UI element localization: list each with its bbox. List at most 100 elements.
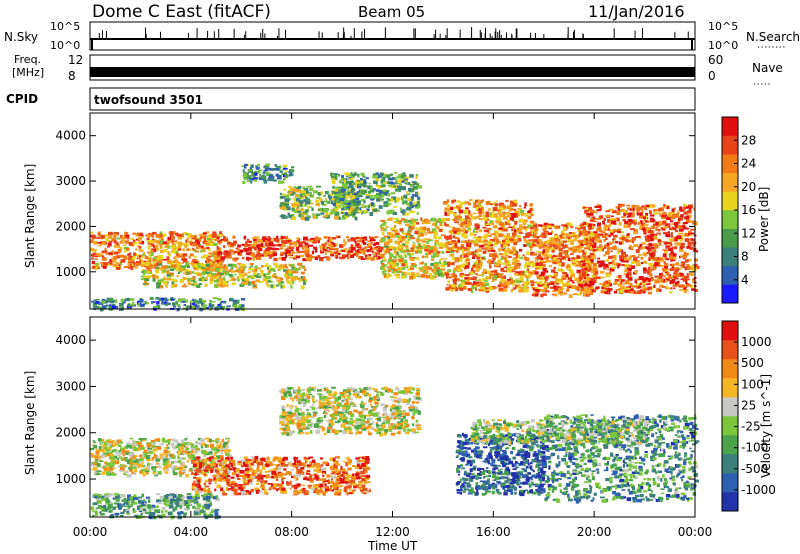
power-echo-cell xyxy=(608,291,611,295)
power-echo-cell xyxy=(530,203,533,207)
power-echo-cell xyxy=(369,186,373,190)
power-echo-cell xyxy=(562,235,565,238)
power-echo-cell xyxy=(470,239,474,244)
power-echo-cell xyxy=(665,245,670,249)
power-echo-cell xyxy=(182,259,186,263)
power-echo-cell xyxy=(453,281,457,286)
power-echo-cell xyxy=(492,257,495,260)
power-echo-cell xyxy=(457,268,462,272)
power-echo-cell xyxy=(522,254,525,257)
power-echo-cell xyxy=(589,246,594,250)
power-echo-cell xyxy=(588,287,593,290)
power-echo-cell xyxy=(278,257,283,260)
power-echo-cell xyxy=(313,246,318,250)
power-echo-cell xyxy=(665,287,670,290)
power-echo-cell xyxy=(532,243,536,247)
power-echo-cell xyxy=(111,237,117,242)
power-echo-cell xyxy=(365,177,369,180)
power-echo-cell xyxy=(294,242,297,247)
power-echo-cell xyxy=(664,256,667,260)
power-echo-cell xyxy=(283,188,287,191)
power-echo-cell xyxy=(198,273,202,277)
power-echo-cell xyxy=(531,293,536,297)
power-echo-cell xyxy=(472,252,477,257)
power-echo-cell xyxy=(383,192,388,196)
power-echo-cell xyxy=(465,262,469,266)
power-echo-cell xyxy=(166,256,170,261)
power-echo-cell xyxy=(205,242,208,247)
power-echo-cell xyxy=(675,229,679,233)
power-echo-cell xyxy=(464,247,467,251)
power-echo-cell xyxy=(447,265,451,267)
power-echo-cell xyxy=(142,283,147,285)
power-echo-cell xyxy=(471,267,474,271)
power-echo-cell xyxy=(455,249,459,253)
power-echo-cell xyxy=(135,233,138,237)
power-echo-cell xyxy=(607,219,611,223)
power-echo-cell xyxy=(382,221,387,225)
power-echo-cell xyxy=(306,215,311,218)
power-echo-cell xyxy=(582,233,585,237)
power-echo-cell xyxy=(533,223,538,228)
power-echo-cell xyxy=(152,277,156,282)
power-echo-cell xyxy=(441,251,445,254)
power-echo-cell xyxy=(215,243,218,247)
power-echo-cell xyxy=(205,277,208,280)
power-echo-cell xyxy=(675,282,680,287)
power-echo-cell xyxy=(306,249,310,252)
power-echo-cell xyxy=(607,263,611,266)
power-echo-cell xyxy=(355,183,358,188)
power-echo-cell xyxy=(181,256,186,260)
power-echo-cell xyxy=(577,289,580,292)
power-echo-cell xyxy=(166,278,172,281)
power-echo-cell xyxy=(279,280,284,284)
power-echo-cell xyxy=(243,235,247,240)
power-echo-cell xyxy=(312,215,316,219)
power-echo-cell xyxy=(440,273,445,278)
power-echo-cell xyxy=(329,251,334,255)
power-echo-cell xyxy=(354,206,359,210)
power-echo-cell xyxy=(373,180,378,185)
power-echo-cell xyxy=(404,223,410,227)
power-echo-cell xyxy=(604,245,607,249)
power-echo-cell xyxy=(160,278,165,283)
power-echo-cell xyxy=(649,236,653,239)
power-echo-cell xyxy=(341,189,346,192)
power-echo-cell xyxy=(392,259,397,263)
power-echo-cell xyxy=(479,209,482,214)
power-echo-cell xyxy=(560,224,566,227)
power-echo-cell xyxy=(378,185,382,189)
power-echo-cell xyxy=(204,260,208,263)
power-echo-cell xyxy=(400,218,405,221)
power-echo-cell xyxy=(328,213,332,216)
power-echo-cell xyxy=(363,180,367,184)
power-echo-cell xyxy=(399,261,404,264)
power-echo-cell xyxy=(94,258,98,261)
power-echo-cell xyxy=(166,302,171,306)
power-echo-cell xyxy=(225,266,229,271)
power-echo-cell xyxy=(570,253,574,256)
power-echo-cell xyxy=(457,278,460,282)
power-echo-cell xyxy=(163,297,167,301)
power-echo-cell xyxy=(266,281,269,285)
power-echo-cell xyxy=(313,240,317,244)
power-echo-cell xyxy=(596,209,602,212)
power-echo-cell xyxy=(620,208,625,212)
power-echo-cell xyxy=(192,247,195,250)
power-echo-cell xyxy=(367,185,373,190)
power-echo-cell xyxy=(611,231,616,234)
power-echo-cell xyxy=(155,263,159,267)
power-echo-cell xyxy=(105,242,108,245)
power-echo-cell xyxy=(381,270,386,273)
power-echo-cell xyxy=(294,276,298,281)
power-echo-cell xyxy=(275,248,280,251)
power-echo-cell xyxy=(494,213,498,217)
power-echo-cell xyxy=(514,273,519,276)
power-echo-cell xyxy=(642,289,646,294)
power-echo-cell xyxy=(411,271,415,276)
power-echo-cell xyxy=(317,237,322,241)
power-echo-cell xyxy=(581,285,586,289)
power-echo-cell xyxy=(674,269,679,272)
power-echo-cell xyxy=(399,240,403,243)
power-echo-cell xyxy=(494,203,499,207)
